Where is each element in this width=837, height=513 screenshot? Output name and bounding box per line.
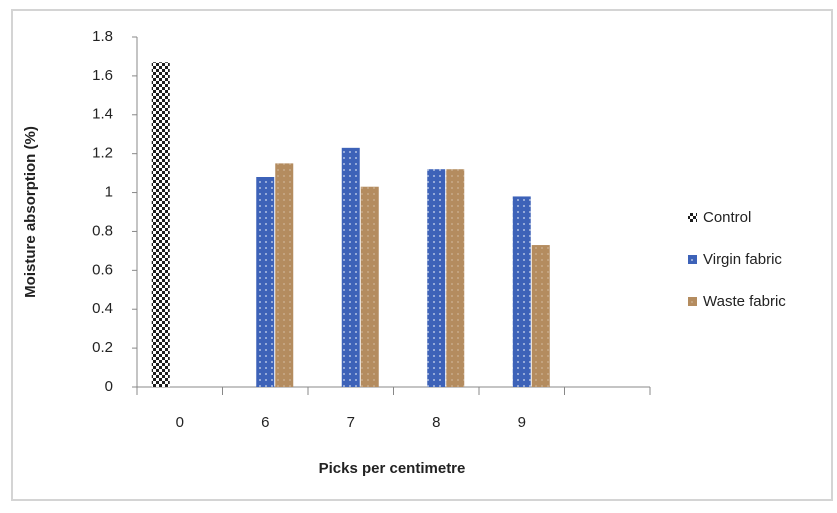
y-tick-label: 0.4: [92, 300, 113, 317]
y-axis-title: Moisture absorption (%): [22, 126, 39, 298]
legend-marker: [688, 255, 697, 264]
y-tick-label: 0.6: [92, 261, 113, 278]
x-tick-label: 7: [347, 414, 355, 431]
y-tick-label: 0: [105, 378, 113, 395]
x-tick-label: 0: [176, 414, 184, 431]
y-tick-label: 0.2: [92, 339, 113, 356]
bar: [275, 163, 294, 387]
legend-marker: [688, 213, 697, 222]
y-tick-label: 1.2: [92, 145, 113, 162]
y-tick-label: 0.8: [92, 222, 113, 239]
y-tick-label: 1.4: [92, 106, 113, 123]
y-tick-label: 1.6: [92, 67, 113, 84]
x-tick-label: 9: [518, 414, 526, 431]
bar: [360, 186, 379, 387]
x-axis-title: Picks per centimetre: [319, 460, 466, 477]
bar: [446, 169, 465, 387]
y-tick-label: 1: [105, 184, 113, 201]
bar: [531, 245, 550, 387]
x-tick-label: 6: [261, 414, 269, 431]
bar: [341, 147, 360, 387]
legend-marker: [688, 297, 697, 306]
bar: [256, 177, 275, 387]
legend-label: Waste fabric: [703, 293, 786, 310]
x-tick-label: 8: [432, 414, 440, 431]
bar: [427, 169, 446, 387]
bar: [151, 62, 170, 388]
legend-label: Virgin fabric: [703, 251, 782, 268]
bar: [512, 196, 531, 387]
legend-label: Control: [703, 209, 751, 226]
y-tick-label: 1.8: [92, 28, 113, 45]
